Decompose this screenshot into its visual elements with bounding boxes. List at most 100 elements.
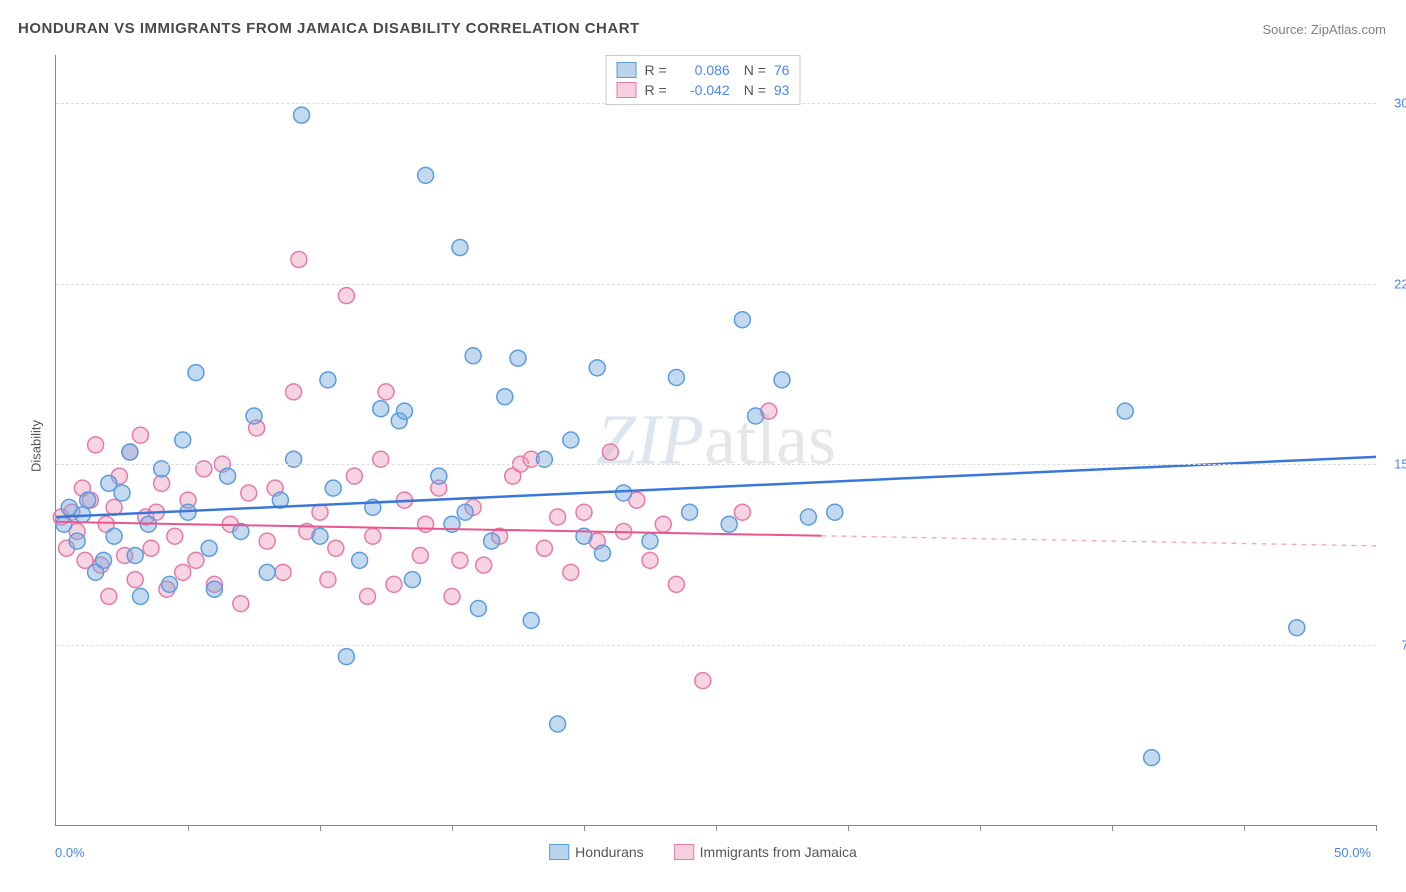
gridline-h: [56, 284, 1376, 285]
point-pink: [259, 533, 275, 549]
point-pink: [338, 288, 354, 304]
legend-item-pink: Immigrants from Jamaica: [674, 844, 857, 860]
plot-area: ZIPatlas 7.5%15.0%22.5%30.0%: [55, 55, 1376, 826]
point-blue: [352, 552, 368, 568]
point-pink: [188, 552, 204, 568]
point-blue: [294, 107, 310, 123]
point-pink: [386, 576, 402, 592]
point-blue: [1289, 620, 1305, 636]
point-blue: [338, 649, 354, 665]
point-blue: [589, 360, 605, 376]
x-tick: [188, 825, 189, 831]
legend-item-blue: Hondurans: [549, 844, 644, 860]
n-value-pink: 93: [774, 82, 790, 98]
point-pink: [668, 576, 684, 592]
point-blue: [452, 240, 468, 256]
swatch-blue: [549, 844, 569, 860]
point-blue: [827, 504, 843, 520]
point-pink: [167, 528, 183, 544]
stat-row-pink: R = -0.042 N = 93: [617, 80, 790, 100]
point-blue: [616, 485, 632, 501]
x-tick: [980, 825, 981, 831]
y-tick-label: 22.5%: [1394, 276, 1406, 291]
point-pink: [418, 516, 434, 532]
r-label: R =: [645, 82, 667, 98]
point-blue: [465, 348, 481, 364]
point-blue: [594, 545, 610, 561]
point-pink: [143, 540, 159, 556]
x-axis-min-label: 0.0%: [55, 845, 85, 860]
x-tick: [1244, 825, 1245, 831]
point-blue: [122, 444, 138, 460]
point-pink: [175, 564, 191, 580]
point-blue: [734, 312, 750, 328]
point-blue: [396, 403, 412, 419]
point-pink: [602, 444, 618, 460]
legend-label-pink: Immigrants from Jamaica: [700, 844, 857, 860]
chart-title: HONDURAN VS IMMIGRANTS FROM JAMAICA DISA…: [18, 20, 640, 37]
point-blue: [96, 552, 112, 568]
point-pink: [476, 557, 492, 573]
point-blue: [325, 480, 341, 496]
point-blue: [774, 372, 790, 388]
x-tick: [1112, 825, 1113, 831]
point-pink: [233, 596, 249, 612]
x-axis-max-label: 50.0%: [1334, 845, 1371, 860]
n-label: N =: [744, 62, 766, 78]
point-blue: [1144, 750, 1160, 766]
point-blue: [563, 432, 579, 448]
point-blue: [188, 365, 204, 381]
point-blue: [162, 576, 178, 592]
y-tick-label: 15.0%: [1394, 457, 1406, 472]
point-blue: [682, 504, 698, 520]
point-blue: [800, 509, 816, 525]
point-blue: [80, 492, 96, 508]
x-tick: [1376, 825, 1377, 831]
point-pink: [563, 564, 579, 580]
n-label: N =: [744, 82, 766, 98]
point-blue: [175, 432, 191, 448]
point-blue: [457, 504, 473, 520]
point-blue: [246, 408, 262, 424]
swatch-blue: [617, 62, 637, 78]
point-pink: [241, 485, 257, 501]
point-pink: [655, 516, 671, 532]
point-blue: [404, 572, 420, 588]
correlation-stats-legend: R = 0.086 N = 76 R = -0.042 N = 93: [606, 55, 801, 105]
point-pink: [320, 572, 336, 588]
stat-row-blue: R = 0.086 N = 76: [617, 60, 790, 80]
point-blue: [642, 533, 658, 549]
trend-line-extrap: [822, 536, 1376, 546]
point-pink: [88, 437, 104, 453]
point-pink: [365, 528, 381, 544]
point-blue: [668, 369, 684, 385]
point-blue: [721, 516, 737, 532]
point-blue: [748, 408, 764, 424]
point-blue: [132, 588, 148, 604]
point-pink: [154, 475, 170, 491]
x-tick: [452, 825, 453, 831]
y-axis-label: Disability: [29, 420, 44, 472]
point-pink: [412, 548, 428, 564]
r-label: R =: [645, 62, 667, 78]
point-blue: [220, 468, 236, 484]
point-pink: [444, 588, 460, 604]
gridline-h: [56, 464, 1376, 465]
point-pink: [734, 504, 750, 520]
point-pink: [291, 252, 307, 268]
point-pink: [312, 504, 328, 520]
x-tick: [848, 825, 849, 831]
swatch-pink: [617, 82, 637, 98]
scatter-svg: [56, 55, 1376, 825]
r-value-blue: 0.086: [675, 62, 730, 78]
legend-label-blue: Hondurans: [575, 844, 644, 860]
point-pink: [378, 384, 394, 400]
point-pink: [695, 673, 711, 689]
point-pink: [101, 588, 117, 604]
point-blue: [373, 401, 389, 417]
y-tick-label: 30.0%: [1394, 96, 1406, 111]
point-blue: [418, 167, 434, 183]
point-pink: [360, 588, 376, 604]
point-blue: [484, 533, 500, 549]
n-value-blue: 76: [774, 62, 790, 78]
